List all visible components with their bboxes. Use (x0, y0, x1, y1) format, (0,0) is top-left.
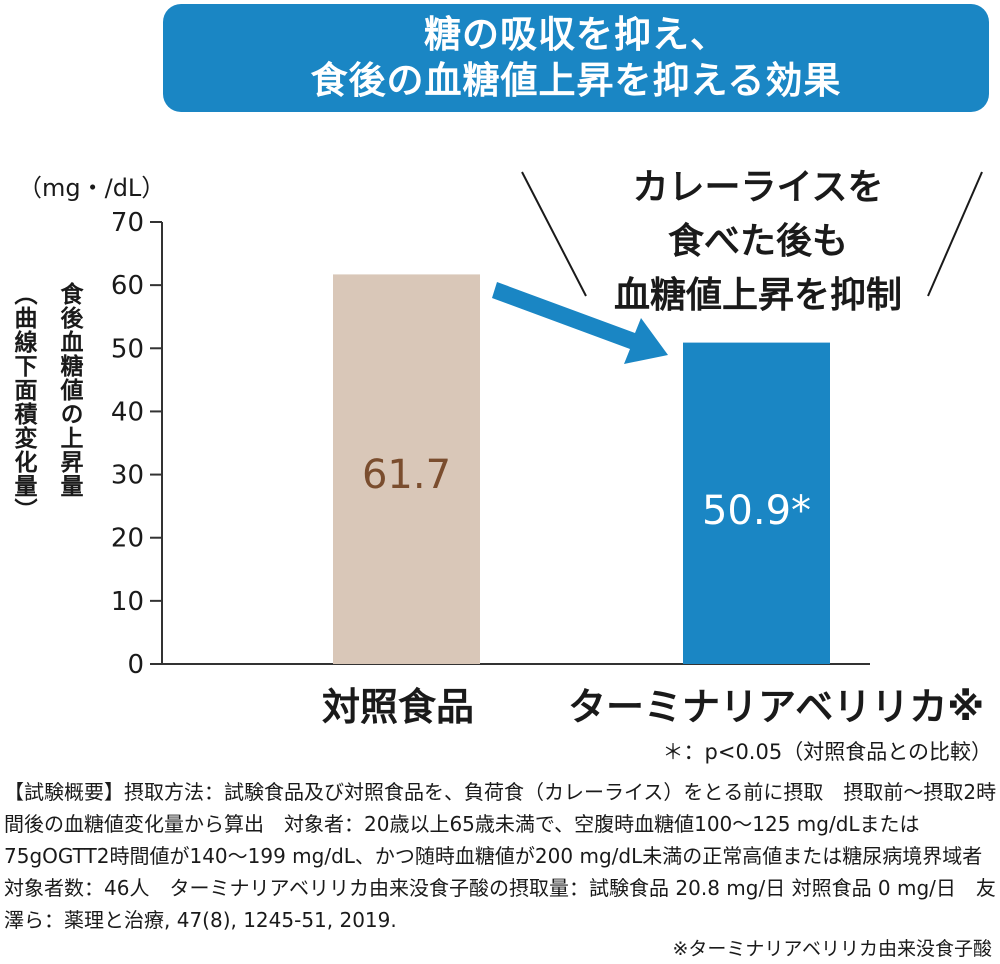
y-tick-label: 60 (111, 271, 144, 301)
trend-arrow-shape (492, 282, 668, 364)
y-tick-label: 0 (127, 650, 144, 680)
callout-slashes (521, 171, 983, 297)
callout-line-1: カレーライスを (632, 167, 884, 208)
y-tick-labels: 0 10 20 30 40 50 60 70 (111, 208, 144, 680)
callout-line-3: 血糖値上昇を抑制 (613, 275, 902, 316)
y-axis-unit: （mg・/dL） (18, 174, 166, 202)
y-axis-sublabel: （曲線下面積変化量） (10, 282, 36, 522)
trend-arrow (492, 282, 668, 364)
callout-slash-right (927, 171, 983, 297)
bars-group (333, 274, 830, 664)
title-line-2: 食後の血糖値上昇を抑える効果 (310, 59, 842, 102)
y-tick-label: 30 (111, 461, 144, 491)
bar-value-label-control: 61.7 (361, 452, 452, 498)
bar-value-label-terminalia: 50.9* (701, 488, 812, 534)
footnote: ※ターミナリアベリリカ由来没食子酸 (672, 938, 992, 960)
y-tick-label: 70 (111, 208, 144, 238)
category-label-control: 対照食品 (322, 685, 475, 729)
significance-note: ＊：p<0.05（対照食品との比較） (662, 740, 992, 764)
bar-control (333, 274, 480, 664)
y-tick-label: 40 (111, 397, 144, 427)
study-summary: 【試験概要】摂取方法：試験食品及び対照食品を、負荷食（カレーライス）をとる前に摂… (4, 780, 1000, 932)
callout-slash-left (521, 171, 587, 297)
category-label-terminalia: ターミナリアベリリカ※ (568, 685, 985, 729)
y-axis-label: 食後血糖値の上昇量 (56, 282, 82, 498)
title-line-1: 糖の吸収を抑え、 (424, 13, 728, 56)
y-tick-label: 50 (111, 334, 144, 364)
callout-line-2: 食べた後も (667, 221, 848, 262)
y-tick-label: 10 (111, 587, 144, 617)
y-tick-label: 20 (111, 524, 144, 554)
title-banner: 糖の吸収を抑え、 食後の血糖値上昇を抑える効果 (163, 4, 989, 112)
bar-terminalia (683, 342, 830, 664)
